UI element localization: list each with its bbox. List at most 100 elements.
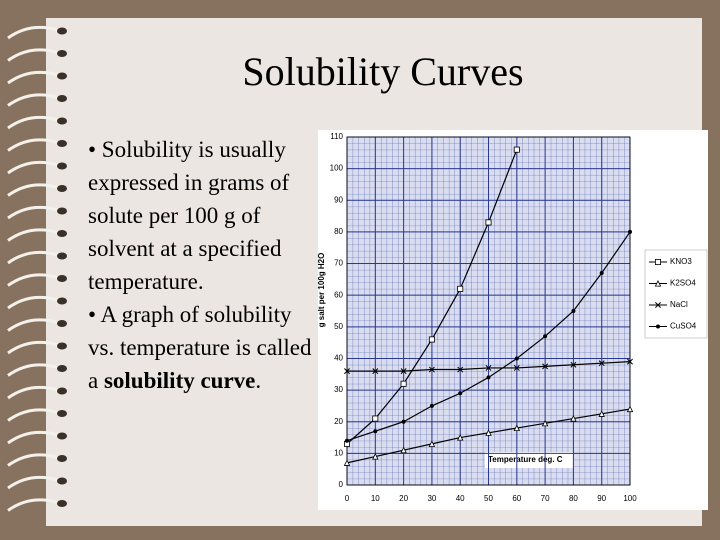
ring-hole [57, 432, 67, 440]
marker [457, 366, 464, 373]
bullet-text: • A graph of solubility vs. temperature … [88, 302, 312, 393]
bullet-text: solubility curve [103, 368, 256, 393]
ring-hole [57, 365, 67, 372]
ring-hole [57, 455, 67, 462]
x-tick-label: 70 [541, 494, 550, 503]
marker [428, 440, 436, 447]
x-tick-label: 50 [484, 494, 493, 503]
marker [343, 459, 351, 466]
x-tick-label: 60 [512, 494, 521, 503]
ring-hole [57, 117, 67, 125]
plot-frame [346, 136, 631, 486]
ring-hole [57, 230, 67, 237]
x-tick-label: 40 [456, 494, 465, 503]
marker [372, 368, 379, 375]
x-tick-label: 30 [427, 494, 436, 503]
marker [543, 334, 548, 339]
y-tick-label: 70 [334, 259, 343, 268]
legend-label: NaCl [670, 300, 688, 309]
ring-hole [57, 320, 67, 327]
y-tick-label: 20 [334, 417, 343, 426]
ring [7, 250, 59, 265]
x-tick-label: 100 [623, 494, 637, 503]
ring-hole [57, 95, 67, 102]
slide-body: • Solubility is usually expressed in gra… [88, 133, 320, 397]
x-tick-label: 20 [399, 494, 408, 503]
x-tick-label: 10 [371, 494, 380, 503]
x-tick-label: 90 [597, 494, 606, 503]
y-tick-label: 50 [334, 322, 343, 331]
ring [7, 93, 59, 107]
y-tick-label: 0 [339, 480, 344, 489]
ring [7, 48, 59, 62]
y-tick-label: 10 [334, 448, 343, 457]
ring [7, 160, 59, 175]
ring [7, 430, 59, 445]
marker [485, 364, 492, 371]
ring-hole [57, 342, 67, 350]
marker [344, 368, 350, 375]
y-tick-label: 60 [334, 290, 343, 299]
marker [655, 302, 661, 308]
ring-hole [57, 410, 67, 417]
marker [599, 271, 604, 276]
ring [7, 228, 59, 242]
marker [598, 360, 605, 367]
x-tick-label: 80 [569, 494, 578, 503]
y-axis-label: g salt per 100g H2O [317, 253, 326, 328]
ring [7, 318, 59, 332]
legend-label: KNO3 [670, 257, 692, 266]
ring-hole [57, 297, 67, 305]
annotation-box [485, 452, 573, 468]
ring-hole [57, 185, 67, 192]
marker [400, 368, 407, 375]
legend-label: K2SO4 [670, 279, 696, 288]
ring [7, 340, 59, 355]
marker [628, 229, 632, 234]
marker [485, 219, 492, 226]
ring [7, 363, 59, 377]
ring-hole [57, 140, 67, 147]
ring-hole [57, 477, 67, 485]
ring [7, 25, 59, 40]
ring [7, 115, 59, 130]
marker [373, 429, 378, 434]
y-tick-label: 100 [330, 164, 344, 173]
marker [485, 429, 492, 436]
ring-hole [57, 162, 67, 170]
ring-hole [57, 275, 67, 282]
marker [372, 415, 379, 422]
legend-label: CuSO4 [670, 322, 697, 331]
marker [627, 358, 633, 365]
marker [656, 324, 660, 329]
y-tick-label: 80 [334, 227, 343, 236]
marker [486, 375, 491, 380]
y-tick-label: 30 [334, 385, 343, 394]
ring-hole [57, 500, 67, 507]
bullet-text: • Solubility is usually expressed in gra… [88, 137, 290, 294]
marker [372, 453, 379, 460]
marker [428, 336, 435, 343]
marker [400, 446, 407, 454]
bullet: • Solubility is usually expressed in gra… [88, 133, 320, 298]
ring-hole [57, 27, 67, 35]
bullet-text: . [255, 368, 262, 393]
ring [7, 498, 59, 512]
ring [7, 273, 59, 287]
ring [7, 453, 59, 467]
binding [7, 25, 67, 512]
marker [458, 391, 463, 396]
marker [457, 285, 464, 292]
marker [542, 363, 549, 370]
marker [345, 438, 349, 443]
bullet: • A graph of solubility vs. temperature … [88, 298, 320, 397]
ring-hole [57, 387, 67, 395]
y-tick-label: 110 [330, 132, 343, 141]
slide-title: Solubility Curves [242, 49, 524, 94]
marker [456, 434, 464, 441]
marker [654, 280, 662, 287]
ring-hole [57, 252, 67, 260]
marker [514, 356, 519, 361]
